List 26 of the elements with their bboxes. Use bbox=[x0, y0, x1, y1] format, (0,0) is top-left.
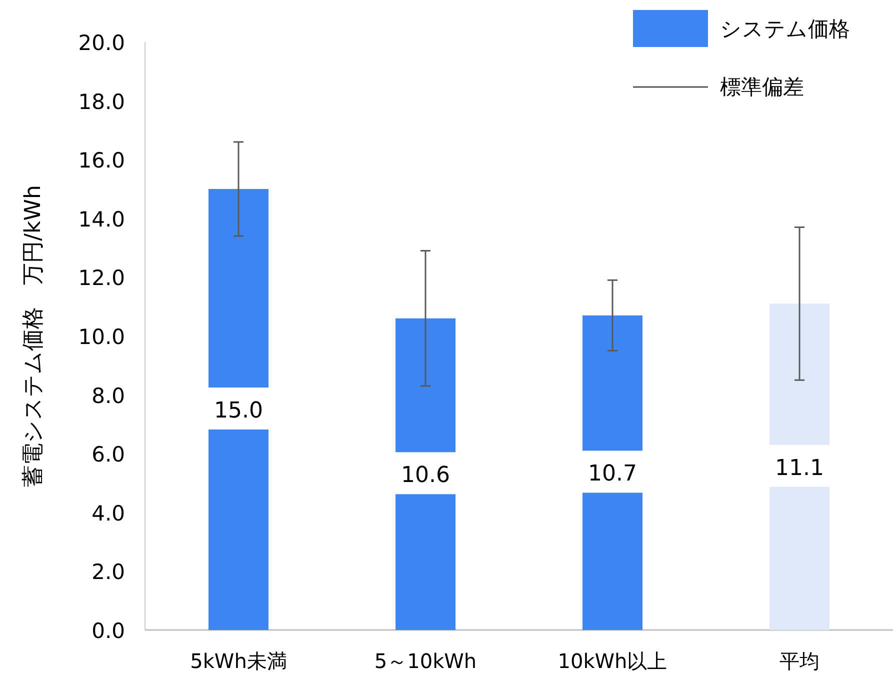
x-tick-label: 10kWh以上 bbox=[558, 649, 668, 673]
bar bbox=[208, 189, 268, 630]
y-tick-label: 2.0 bbox=[92, 560, 125, 584]
x-tick-label: 平均 bbox=[780, 649, 820, 673]
y-tick-label: 0.0 bbox=[92, 619, 125, 643]
x-tick-label: 5kWh未満 bbox=[190, 649, 287, 673]
x-tick-label: 5～10kWh bbox=[374, 649, 477, 673]
y-tick-label: 8.0 bbox=[92, 384, 125, 408]
data-label: 15.0 bbox=[214, 398, 263, 424]
bar bbox=[396, 318, 456, 630]
y-tick-label: 10.0 bbox=[78, 325, 125, 349]
data-label: 11.1 bbox=[775, 456, 824, 481]
bar bbox=[582, 315, 642, 630]
y-tick-label: 20.0 bbox=[78, 31, 125, 55]
y-tick-label: 12.0 bbox=[78, 266, 125, 290]
y-tick-label: 4.0 bbox=[92, 501, 125, 526]
annotation: 標準偏差 bbox=[720, 75, 804, 99]
legend-label: システム価格 bbox=[720, 17, 850, 41]
y-tick-label: 6.0 bbox=[92, 442, 125, 467]
data-label: 10.6 bbox=[401, 463, 450, 488]
bar bbox=[770, 304, 830, 630]
y-tick-label: 16.0 bbox=[78, 148, 125, 173]
y-tick-label: 18.0 bbox=[78, 90, 125, 114]
y-axis-title: 蓄電システム価格 万円/kWh bbox=[21, 185, 46, 487]
data-label: 10.7 bbox=[588, 462, 637, 487]
y-tick-label: 14.0 bbox=[78, 207, 125, 232]
